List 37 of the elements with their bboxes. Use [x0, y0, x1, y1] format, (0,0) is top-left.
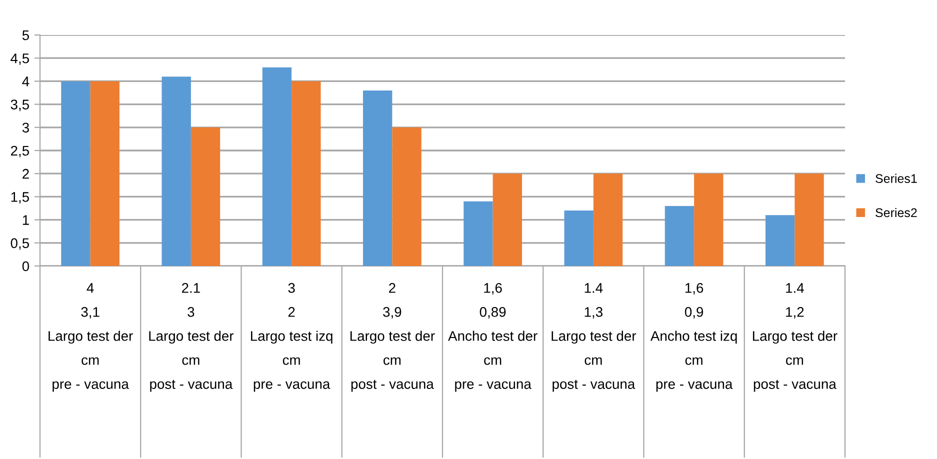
bar	[492, 174, 522, 266]
bar	[664, 206, 694, 266]
y-tick-label: 0,5	[10, 238, 30, 250]
y-tick-label: 4	[22, 76, 30, 86]
bar	[564, 210, 594, 266]
bar	[794, 174, 824, 266]
x-tick-label: 1,6 0,89 Ancho test der cm pre - vacuna	[448, 283, 538, 392]
x-tick-label: 1.4 1,3 Largo test der cm post - vacuna	[552, 283, 636, 392]
x-tick-label: 2 3,9 Largo test der cm post - vacuna	[350, 283, 435, 392]
x-tick-label: 1.4 1,2 Largo test der cm post - vacuna	[752, 283, 838, 392]
bar	[766, 215, 795, 266]
bar	[694, 174, 724, 266]
y-tick-label: 0	[22, 261, 30, 272]
x-tick-label: 4 3,1 Largo test der cm pre - vacuna	[48, 283, 133, 392]
y-tick-label: 2	[22, 168, 29, 179]
x-tick-label: 1,6 0,9 Ancho test izq cm pre - vacuna	[650, 283, 737, 392]
bar	[593, 174, 623, 266]
legend-label: Series2	[876, 208, 917, 218]
bar	[190, 127, 220, 266]
bar	[464, 201, 493, 266]
y-tick-label: 1	[22, 215, 29, 225]
y-tick-label: 2,5	[10, 146, 30, 158]
bar	[392, 127, 422, 266]
y-tick-label: 1,5	[11, 192, 30, 204]
y-tick-label: 3	[22, 122, 29, 133]
y-tick-label: 5	[22, 30, 29, 40]
legend-label: Series1	[876, 174, 917, 183]
bar	[262, 67, 292, 266]
y-tick-label: 4,5	[10, 54, 30, 65]
x-tick-label: 2.1 3 Largo test der cm post - vacuna	[149, 283, 234, 392]
bar	[363, 90, 392, 266]
bar	[61, 81, 90, 266]
bar	[292, 81, 321, 266]
x-tick-label: 3 2 Largo test izq cm pre - vacuna	[251, 283, 332, 392]
bar	[90, 81, 120, 266]
bar	[162, 76, 191, 266]
y-tick-label: 3,5	[10, 100, 30, 112]
